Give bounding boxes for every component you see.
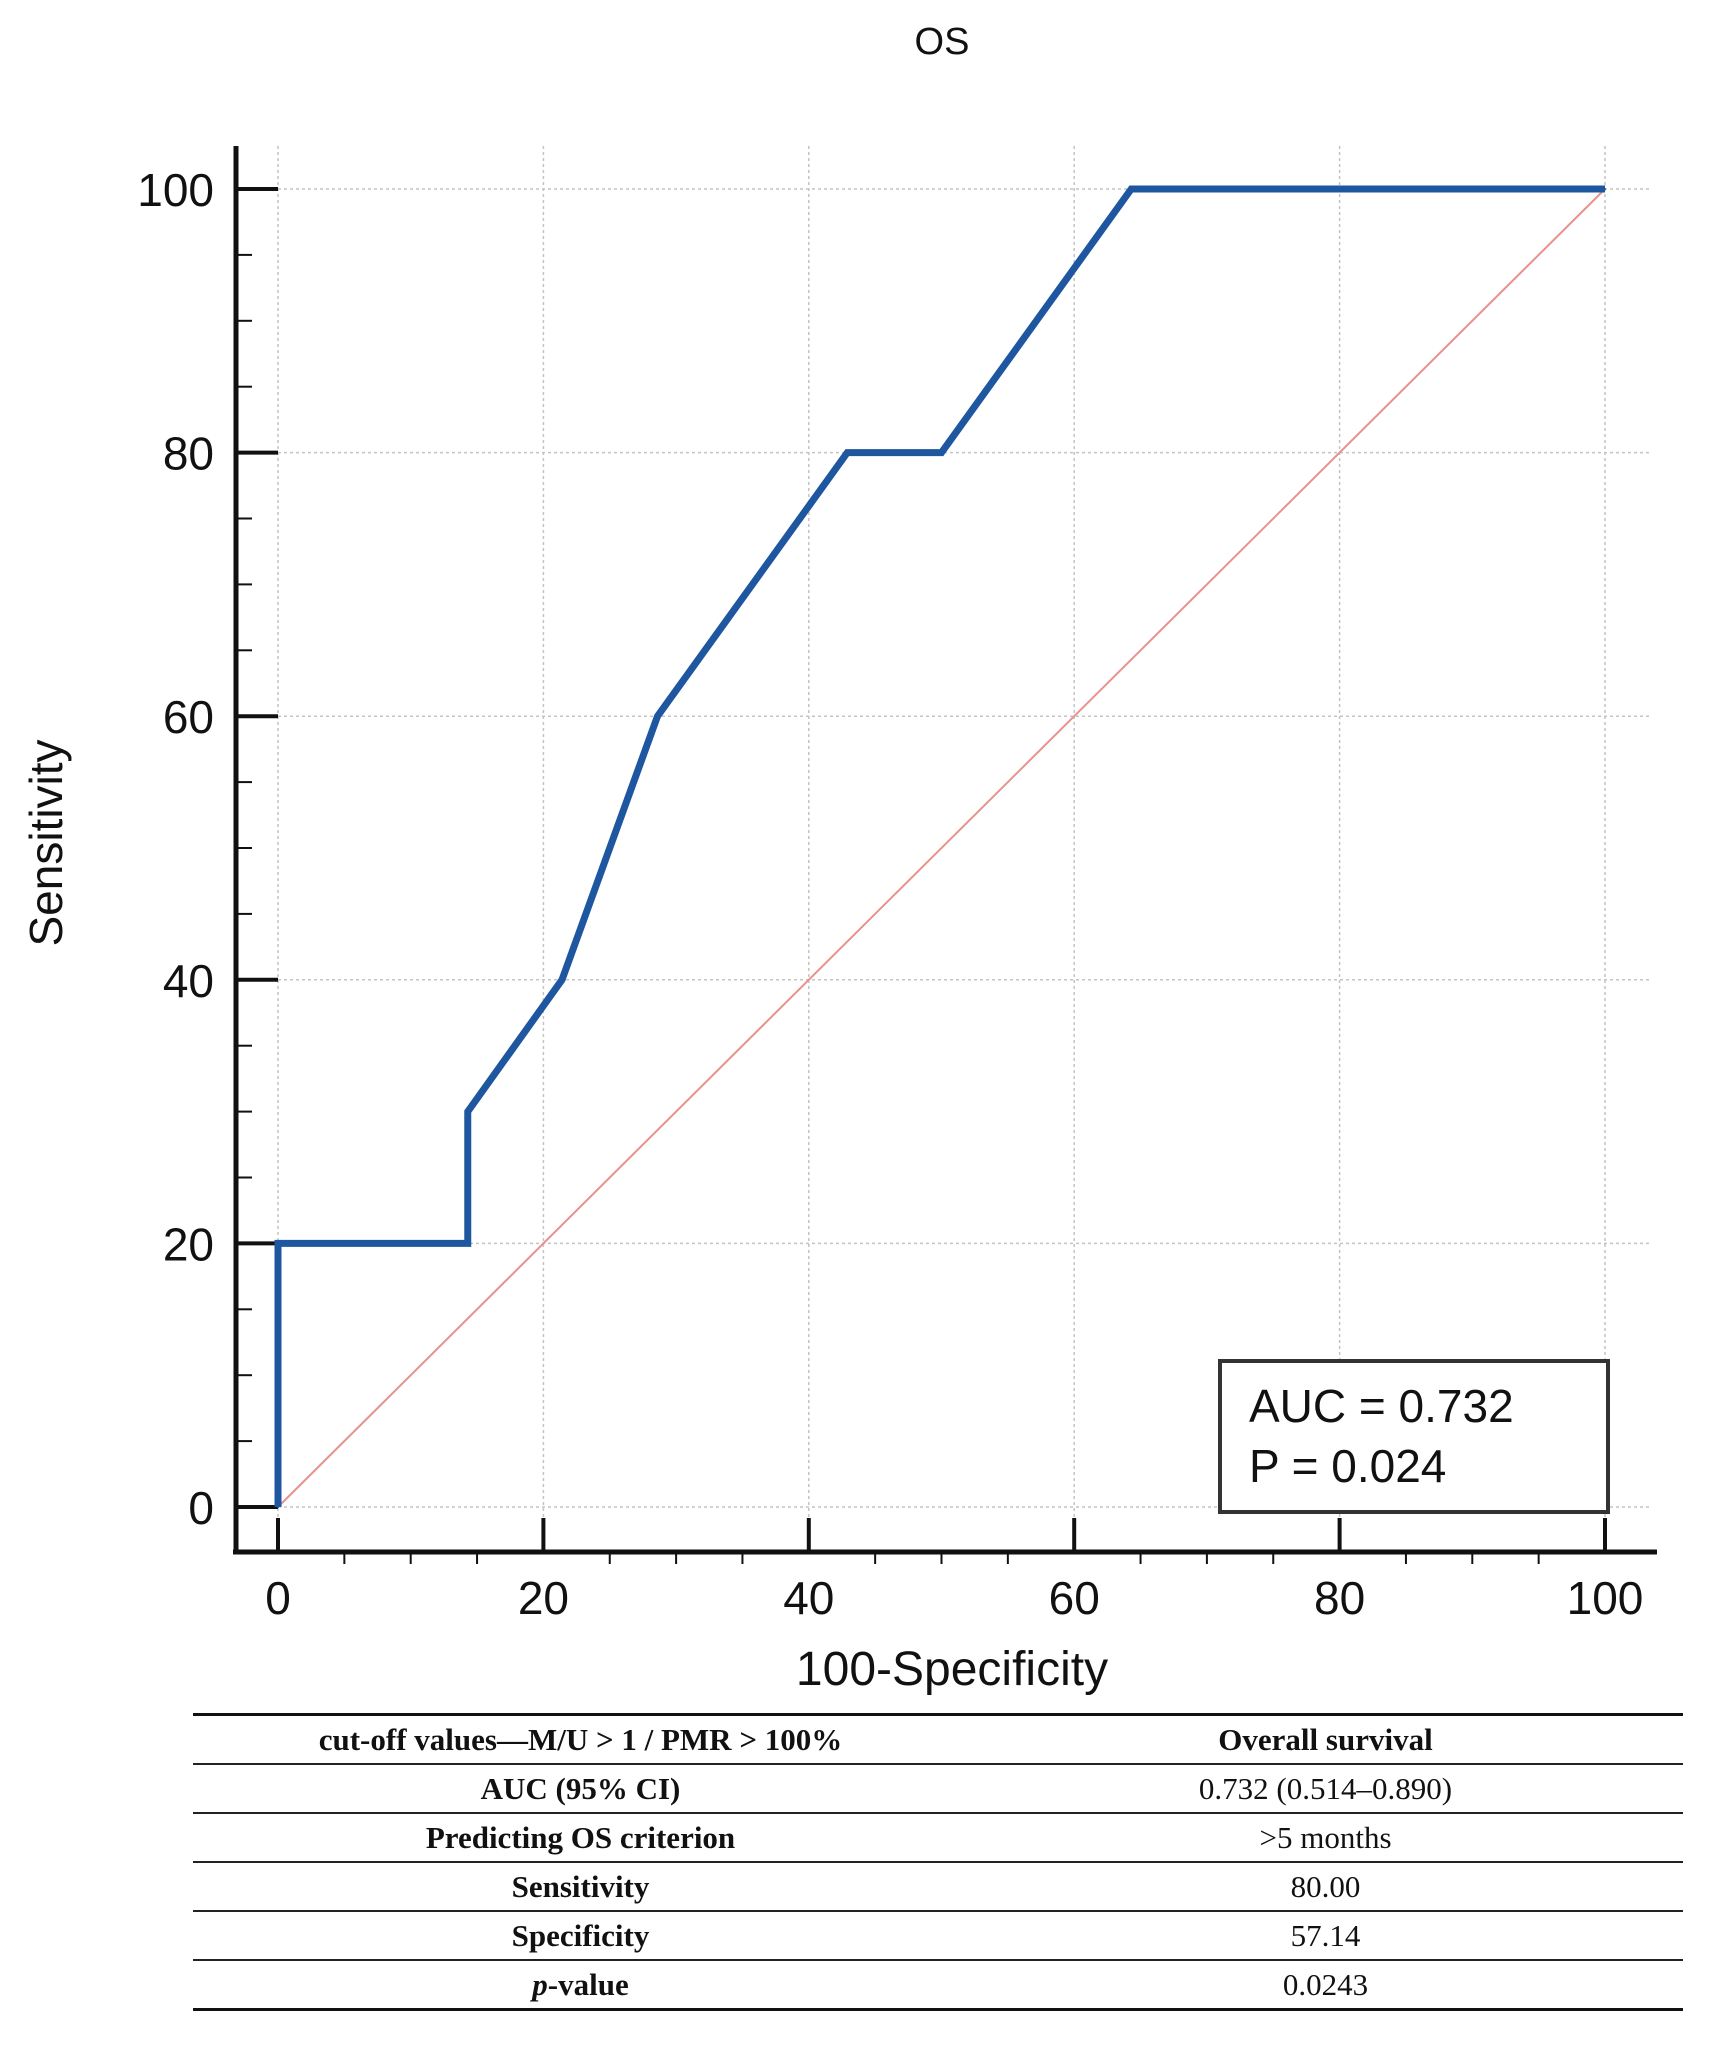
roc-curve	[274, 185, 1605, 1507]
y-tick-label: 100	[137, 164, 214, 216]
grid	[236, 146, 1652, 1552]
row-value: 0.732 (0.514–0.890)	[1198, 1770, 1453, 1806]
x-tick-label: 80	[1314, 1572, 1365, 1624]
row-value: >5 months	[1259, 1819, 1392, 1855]
p-italic-label: p	[532, 1966, 548, 2002]
y-tick-label: 20	[163, 1218, 214, 1270]
row-value: 0.0243	[1282, 1966, 1369, 2002]
x-axis-title: 100-Specificity	[796, 1643, 1108, 1696]
y-tick-label: 40	[163, 955, 214, 1007]
row-label: Predicting OS criterion	[425, 1819, 736, 1855]
x-tick-labels: 0 20 40 60 80 100	[265, 1572, 1643, 1624]
y-tick-label: 60	[163, 691, 214, 743]
x-tick-label: 20	[518, 1572, 569, 1624]
roc-point	[277, 1506, 279, 1508]
table-row: AUC (95% CI) 0.732 (0.514–0.890)	[193, 1764, 1683, 1813]
row-value: 57.14	[1290, 1917, 1361, 1953]
reference-line	[277, 188, 1606, 1508]
y-axis-title: Sensitivity	[20, 739, 72, 946]
table-header-value: Overall survival	[1218, 1721, 1433, 1757]
table-header-row: cut-off values—M/U > 1 / PMR > 100% Over…	[193, 1714, 1683, 1764]
table-header-label: cut-off values—M/U > 1 / PMR > 100%	[318, 1721, 843, 1757]
roc-point	[466, 1242, 469, 1245]
x-tick-label: 60	[1049, 1572, 1100, 1624]
roc-point	[466, 1110, 469, 1113]
chart-title: OS	[915, 21, 970, 63]
x-tick-label: 0	[265, 1572, 291, 1624]
table-row: Specificity 57.14	[193, 1911, 1683, 1960]
minor-ticks	[236, 253, 1540, 1564]
roc-point	[560, 978, 563, 981]
x-tick-label: 100	[1567, 1572, 1644, 1624]
major-ticks	[236, 187, 1607, 1552]
y-tick-labels: 0 20 40 60 80 100	[137, 164, 214, 1534]
x-tick-label: 40	[783, 1572, 834, 1624]
p-value-label-suffix: -value	[547, 1966, 629, 2002]
roc-point	[277, 1242, 279, 1245]
roc-point	[656, 715, 659, 718]
roc-chart: OS 0 20 40 60 80 100 0 20 40 60 80 100 AUC = 0.732…	[20, 21, 1657, 1696]
row-label: Specificity	[511, 1917, 650, 1953]
y-tick-label: 0	[188, 1482, 214, 1534]
p-annotation: P = 0.024	[1249, 1440, 1446, 1492]
y-tick-label: 80	[163, 428, 214, 480]
table-row: Sensitivity 80.00	[193, 1862, 1683, 1911]
roc-point	[940, 451, 943, 454]
row-value: 80.00	[1290, 1868, 1361, 1904]
row-label: Sensitivity	[511, 1868, 650, 1904]
annotation-box	[1218, 1359, 1610, 1514]
roc-point	[1604, 188, 1606, 190]
row-label: p-value	[193, 1960, 968, 2010]
row-label: AUC (95% CI)	[480, 1770, 681, 1806]
roc-point	[846, 451, 849, 454]
stats-table: cut-off values—M/U > 1 / PMR > 100% Over…	[193, 1713, 1683, 2011]
table-row: Predicting OS criterion >5 months	[193, 1813, 1683, 1862]
roc-points	[277, 188, 1606, 1508]
auc-annotation: AUC = 0.732	[1249, 1380, 1514, 1432]
roc-point	[1130, 188, 1133, 190]
table-row: p-value 0.0243	[193, 1960, 1683, 2010]
